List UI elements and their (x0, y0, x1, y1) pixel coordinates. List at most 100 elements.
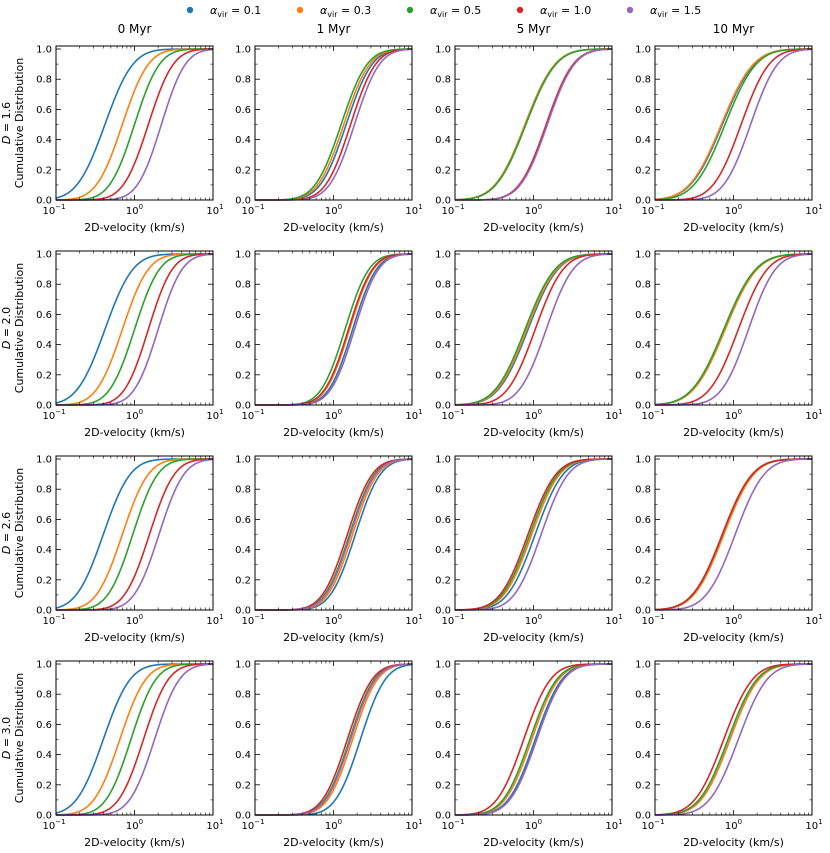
y-tick-label: 0.4 (36, 135, 52, 146)
x-tick-label: 100 (525, 203, 542, 217)
x-tick-label: 100 (325, 613, 342, 627)
y-tick-label: 0.4 (235, 545, 251, 556)
x-axis-label: 2D-velocity (km/s) (483, 426, 584, 439)
y-tick-label: 0.0 (435, 196, 451, 207)
x-tick-label: 10−1 (241, 818, 264, 832)
series-line-a10 (255, 458, 413, 611)
x-tick-label: 101 (206, 203, 223, 217)
series-line-a15 (654, 458, 812, 611)
panel-r0-c2: 10−1 100 101 0.0 0.2 0.4 0.6 0.8 1.0 2D-velocity … (435, 45, 623, 234)
series-line-a15 (655, 48, 813, 201)
panel-frame (454, 250, 613, 406)
panel-r3-c0: 10−1 100 101 0.0 0.2 0.4 0.6 0.8 1.0 2D-velocity … (0, 660, 224, 849)
x-tick-label: 10−1 (241, 613, 264, 627)
x-tick-label: 100 (325, 818, 342, 832)
y-tick-label: 1.0 (435, 250, 451, 261)
x-tick-label: 10−1 (441, 818, 464, 832)
series-line-a01 (55, 458, 213, 609)
series-line-a15 (455, 663, 612, 816)
x-tick-label: 10−1 (641, 818, 664, 832)
x-tick-label: 100 (126, 613, 143, 627)
y-tick-label: 0.4 (435, 135, 451, 146)
y-axis-label: Cumulative Distribution (13, 58, 26, 188)
series-line-a15 (455, 253, 613, 406)
series-line-a05 (56, 663, 213, 816)
y-tick-label: 0.0 (36, 196, 52, 207)
x-tick-label: 100 (126, 408, 143, 422)
row-label-0: D = 1.6 (0, 102, 13, 144)
y-tick-label: 0.6 (36, 105, 52, 116)
x-tick-label: 101 (206, 818, 223, 832)
y-tick-label: 0.0 (635, 811, 651, 822)
x-axis-label: 2D-velocity (km/s) (283, 221, 384, 234)
x-tick-label: 101 (805, 408, 822, 422)
y-tick-label: 0.0 (235, 196, 251, 207)
x-tick-label: 10−1 (42, 203, 65, 217)
x-axis-label: 2D-velocity (km/s) (683, 836, 784, 849)
row-label-2: D = 2.6 (0, 512, 13, 554)
series-line-a05 (654, 48, 812, 201)
column-title-2: 5 Myr (517, 22, 551, 36)
panel-frame (654, 45, 813, 201)
y-tick-label: 0.2 (36, 575, 52, 586)
y-tick-label: 0.6 (635, 310, 651, 321)
y-tick-label: 0.6 (235, 105, 251, 116)
series-line-a01 (455, 458, 612, 611)
column-title-3: 10 Myr (713, 22, 755, 36)
x-axis-label: 2D-velocity (km/s) (283, 631, 384, 644)
y-tick-label: 0.4 (435, 545, 451, 556)
x-tick-label: 100 (126, 203, 143, 217)
y-tick-label: 0.2 (235, 575, 251, 586)
series-line-a10 (655, 48, 813, 201)
y-tick-label: 1.0 (635, 660, 651, 671)
y-tick-label: 0.2 (235, 165, 251, 176)
series-line-a10 (454, 458, 612, 611)
series-line-a10 (56, 458, 214, 611)
x-tick-label: 10−1 (42, 613, 65, 627)
x-tick-label: 101 (605, 818, 622, 832)
y-tick-label: 0.6 (235, 515, 251, 526)
series-line-a15 (655, 253, 813, 406)
panel-r1-c1: 10−1 100 101 0.0 0.2 0.4 0.6 0.8 1.0 2D-velocity … (235, 250, 423, 439)
y-tick-label: 1.0 (235, 250, 251, 261)
panel-r2-c3: 10−1 100 101 0.0 0.2 0.4 0.6 0.8 1.0 2D-velocity … (635, 455, 823, 644)
x-tick-label: 100 (725, 613, 742, 627)
y-tick-label: 0.6 (36, 310, 52, 321)
y-tick-label: 0.6 (635, 720, 651, 731)
y-tick-label: 0.4 (635, 750, 651, 761)
x-tick-label: 101 (805, 203, 822, 217)
y-tick-label: 0.8 (435, 280, 451, 291)
y-tick-label: 0.0 (36, 401, 52, 412)
series-line-a01 (654, 663, 813, 816)
legend-marker-a05 (406, 6, 414, 14)
y-tick-label: 0.2 (635, 575, 651, 586)
x-axis-label: 2D-velocity (km/s) (483, 631, 584, 644)
series-line-a15 (56, 663, 214, 816)
y-tick-label: 0.8 (36, 485, 52, 496)
x-tick-label: 10−1 (641, 203, 664, 217)
y-tick-label: 0.4 (435, 340, 451, 351)
y-axis-label: Cumulative Distribution (13, 263, 26, 393)
x-tick-label: 101 (805, 613, 822, 627)
x-axis-label: 2D-velocity (km/s) (84, 426, 185, 439)
x-axis-label: 2D-velocity (km/s) (84, 221, 185, 234)
panel-frame (454, 660, 613, 816)
panel-r0-c1: 10−1 100 101 0.0 0.2 0.4 0.6 0.8 1.0 2D-velocity … (235, 45, 423, 234)
x-axis-label: 2D-velocity (km/s) (283, 836, 384, 849)
series-line-a01 (255, 253, 413, 406)
legend-label-a10: αvir = 1.0 (540, 4, 591, 19)
x-tick-label: 100 (325, 203, 342, 217)
series-line-a15 (455, 458, 613, 611)
x-tick-label: 10−1 (241, 203, 264, 217)
x-tick-label: 101 (405, 203, 422, 217)
x-tick-label: 101 (206, 408, 223, 422)
y-tick-label: 0.8 (635, 690, 651, 701)
legend-marker-a10 (516, 6, 524, 14)
y-tick-label: 0.0 (36, 606, 52, 617)
series-line-a10 (654, 458, 812, 611)
y-tick-label: 0.6 (635, 105, 651, 116)
y-tick-label: 0.6 (235, 720, 251, 731)
y-tick-label: 0.4 (235, 135, 251, 146)
legend: αvir = 0.1 αvir = 0.3 αvir = 0.5 αvir = 1.0… (186, 4, 701, 19)
x-tick-label: 10−1 (42, 818, 65, 832)
